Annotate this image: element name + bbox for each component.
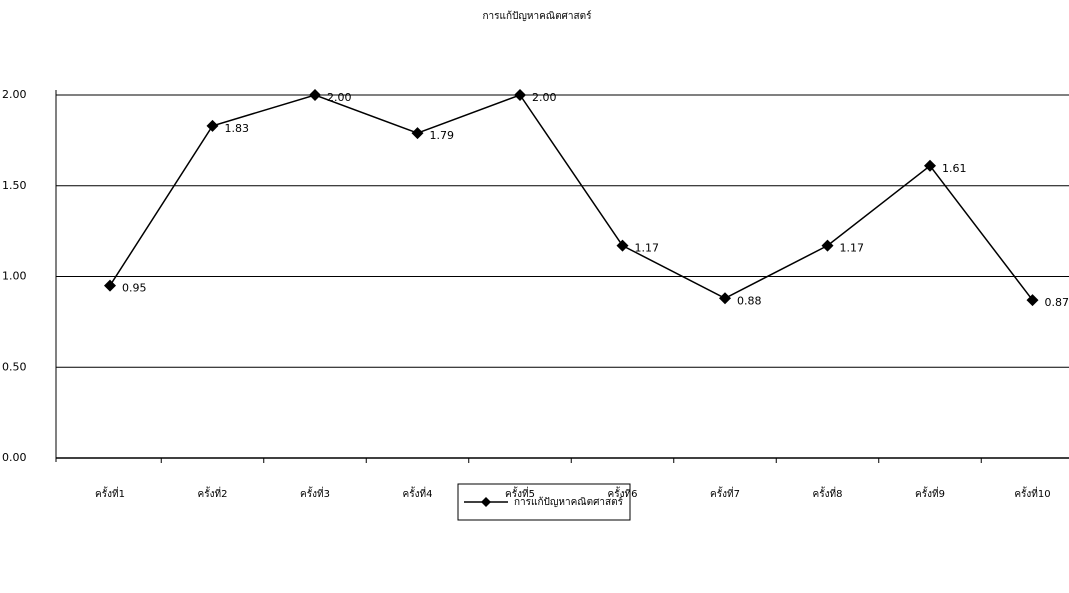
legend-marker bbox=[481, 497, 491, 507]
x-tick-label: ครั้งที่2 bbox=[198, 486, 228, 500]
series-line bbox=[109, 94, 1034, 301]
x-tick-label: ครั้งที่10 bbox=[1014, 486, 1050, 500]
chart-title: การแก้ปัญหาคณิตศาสตร์ bbox=[482, 10, 592, 22]
x-tick-label: ครั้งที่8 bbox=[813, 486, 843, 500]
point-marker bbox=[309, 89, 321, 101]
data-label: 2.00 bbox=[327, 91, 352, 104]
data-label: 1.61 bbox=[942, 162, 967, 175]
point-marker bbox=[719, 292, 731, 305]
data-label: 0.95 bbox=[122, 282, 147, 295]
y-tick-label: 0.50 bbox=[2, 360, 27, 373]
y-tick-label: 1.50 bbox=[2, 179, 27, 192]
x-tick-label: ครั้งที่6 bbox=[608, 486, 638, 500]
legend-label: การแก้ปัญหาคณิตศาสตร์ bbox=[514, 496, 624, 508]
y-tick-label: 0.00 bbox=[2, 451, 27, 464]
data-label: 1.83 bbox=[225, 122, 250, 135]
x-tick-label: ครั้งที่4 bbox=[403, 486, 433, 500]
data-label: 0.87 bbox=[1045, 296, 1069, 309]
y-tick-label: 2.00 bbox=[2, 88, 27, 101]
data-label: 1.17 bbox=[635, 242, 660, 255]
point-marker bbox=[514, 89, 526, 101]
data-label: 2.00 bbox=[532, 91, 557, 104]
data-label: 0.88 bbox=[737, 294, 762, 307]
point-marker bbox=[104, 279, 116, 292]
point-marker bbox=[411, 127, 424, 140]
point-marker bbox=[616, 239, 629, 252]
x-tick-label: ครั้งที่1 bbox=[95, 486, 125, 500]
y-tick-label: 1.00 bbox=[2, 270, 27, 283]
point-marker bbox=[821, 239, 834, 252]
x-tick-label: ครั้งที่9 bbox=[915, 486, 945, 500]
point-marker bbox=[1026, 294, 1039, 307]
x-tick-label: ครั้งที่3 bbox=[300, 486, 330, 500]
data-label: 1.79 bbox=[430, 129, 455, 142]
point-marker bbox=[924, 159, 936, 172]
x-tick-label: ครั้งที่5 bbox=[505, 486, 535, 500]
data-label: 1.17 bbox=[840, 242, 865, 255]
x-tick-label: ครั้งที่7 bbox=[710, 486, 740, 500]
point-marker bbox=[206, 119, 219, 132]
